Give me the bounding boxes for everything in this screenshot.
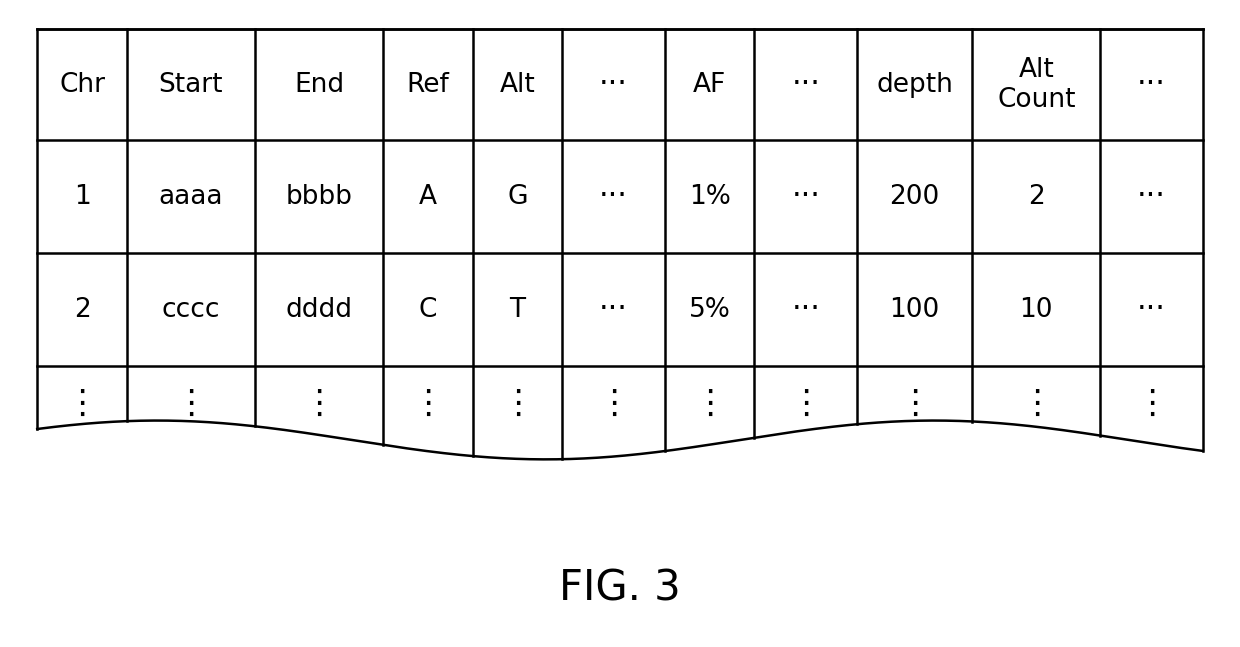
Text: ⋮: ⋮: [1135, 386, 1168, 419]
Text: ···: ···: [1137, 70, 1166, 99]
Text: ···: ···: [599, 295, 627, 324]
Text: ⋮: ⋮: [303, 386, 336, 419]
Text: ⋮: ⋮: [898, 386, 931, 419]
Text: End: End: [294, 72, 343, 98]
Text: C: C: [419, 296, 436, 322]
Text: ···: ···: [791, 70, 820, 99]
Text: 100: 100: [889, 296, 940, 322]
Text: 2: 2: [1028, 184, 1044, 210]
Text: Alt
Count: Alt Count: [997, 56, 1075, 113]
Text: ⋮: ⋮: [596, 386, 630, 419]
Text: 2: 2: [73, 296, 91, 322]
Text: Alt: Alt: [500, 72, 536, 98]
Text: Ref: Ref: [407, 72, 449, 98]
Text: ···: ···: [599, 182, 627, 211]
Text: 1: 1: [73, 184, 91, 210]
Text: ···: ···: [1137, 295, 1166, 324]
Text: bbbb: bbbb: [285, 184, 352, 210]
Text: G: G: [507, 184, 528, 210]
Text: T: T: [510, 296, 526, 322]
Text: ⋮: ⋮: [693, 386, 727, 419]
Text: FIG. 3: FIG. 3: [559, 568, 681, 609]
Text: cccc: cccc: [161, 296, 221, 322]
Text: ⋮: ⋮: [789, 386, 822, 419]
Text: ⋮: ⋮: [66, 386, 99, 419]
Text: ⋮: ⋮: [412, 386, 445, 419]
Text: ···: ···: [1137, 182, 1166, 211]
Text: aaaa: aaaa: [159, 184, 223, 210]
Text: ···: ···: [791, 182, 820, 211]
Text: AF: AF: [693, 72, 727, 98]
Text: 5%: 5%: [688, 296, 730, 322]
Text: 1%: 1%: [688, 184, 730, 210]
Text: 200: 200: [889, 184, 940, 210]
Text: ···: ···: [599, 70, 627, 99]
Text: ⋮: ⋮: [174, 386, 207, 419]
Text: ⋮: ⋮: [1019, 386, 1053, 419]
Text: Start: Start: [159, 72, 223, 98]
Text: A: A: [419, 184, 436, 210]
Text: 10: 10: [1019, 296, 1053, 322]
Text: ⋮: ⋮: [501, 386, 534, 419]
Text: Chr: Chr: [60, 72, 105, 98]
Text: depth: depth: [877, 72, 954, 98]
Text: ···: ···: [791, 295, 820, 324]
Text: dddd: dddd: [285, 296, 352, 322]
